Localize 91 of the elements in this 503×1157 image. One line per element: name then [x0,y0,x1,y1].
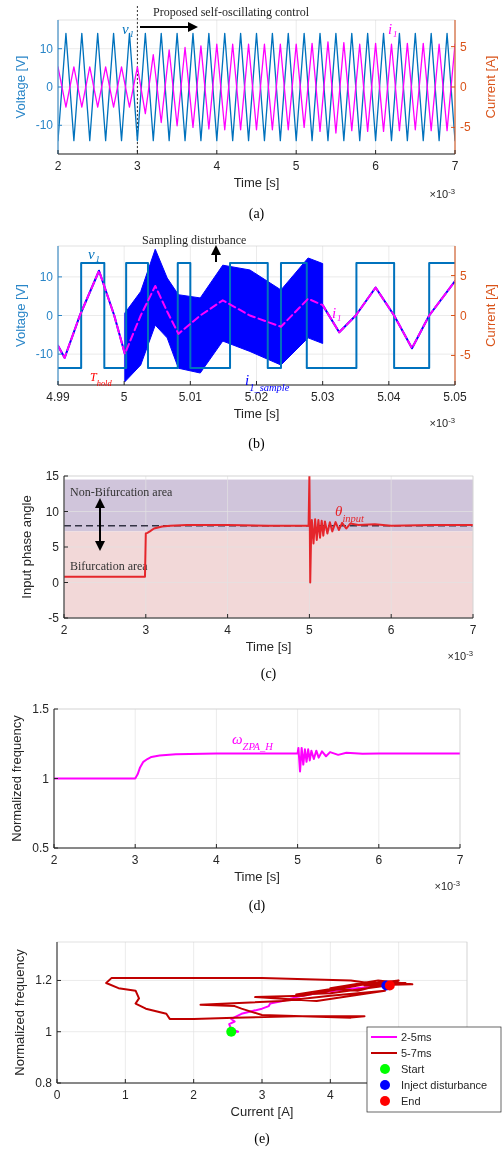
x-tick-label: 4 [213,159,221,173]
y-axis-title: Voltage [V] [13,55,28,119]
x-tick-label: 5.03 [310,390,335,404]
x-tick-label: 4 [326,1088,334,1102]
y-axis-title: Normalized frequency [9,714,24,842]
y2-tick-label: -5 [460,348,471,363]
series-label: v₁ [88,246,100,262]
y-tick-label: 10 [39,269,54,284]
x-tick-label: 4 [224,623,232,637]
y2-axis-title: Current [A] [483,55,498,119]
text: Proposed self-oscillating control [153,5,310,19]
x-axis-title: Time [s] [245,639,292,654]
x-tick-label: 5.02 [244,390,269,404]
x-tick-label: 2 [190,1088,198,1102]
series-label: θ$_{input}$ [335,503,366,524]
y-tick-label: 10 [39,41,54,56]
y-tick-label: -10 [35,347,54,362]
y2-tick-label: -5 [460,120,471,135]
text: (e) [254,1131,271,1147]
band-label: Non-Bifurcation area [70,484,173,499]
text: (c) [260,666,277,682]
x-tick-label: 2 [54,159,62,173]
text: ×10$^{-3}$ [429,415,455,429]
series-label: i₁ [388,21,398,37]
x-tick-label: 5 [306,623,314,637]
x-tick-label: 6 [375,853,383,867]
x-tick-label: 7 [456,853,464,867]
line-series [58,41,455,134]
x-tick-label: 2 [50,853,58,867]
x-tick-label: 5.01 [178,390,203,404]
x-tick-label: 7 [451,159,459,173]
y-tick-label: 10 [45,504,60,519]
y-tick-label: -5 [48,611,60,625]
x-tick-label: 3 [142,623,150,637]
y-axis-title: Normalized frequency [12,948,27,1076]
text: ×10$^{-3}$ [429,186,455,200]
y-axis-title: Input phase angle [19,495,34,599]
y2-tick-label: 0 [460,308,467,323]
text: ×10$^{-3}$ [434,878,460,892]
y-tick-label: 15 [45,469,60,483]
annotation: Sampling disturbance [142,233,247,247]
text: ×10$^{-3}$ [447,648,473,662]
text: (b) [248,436,265,452]
x-tick-label: 7 [469,623,477,637]
y-tick-label: 0 [52,575,60,590]
legend-label: Start [401,1063,425,1075]
x-tick-label: 3 [134,159,142,173]
y-tick-label: 0 [46,308,54,323]
x-axis-title: Current [A] [230,1104,294,1119]
y-tick-label: 0 [46,80,54,94]
series-label: v₁ [122,21,134,37]
x-tick-label: 5 [294,853,302,867]
text: i$_{1_sample}$ [245,372,290,393]
y-tick-label: 0.8 [35,1076,53,1090]
legend-label: Inject disturbance [401,1079,488,1091]
y-tick-label: 5 [52,540,60,554]
x-tick-label: 5 [120,390,128,404]
x-tick-label: 1 [121,1088,129,1102]
y2-tick-label: 0 [460,80,467,94]
line-series [105,976,414,1020]
x-tick-label: 2 [60,623,68,637]
x-tick-label: 3 [131,853,139,867]
y-tick-label: 0.5 [32,841,50,855]
x-tick-label: 3 [258,1088,266,1102]
legend-label: End [401,1095,421,1107]
x-tick-label: 5 [292,159,300,173]
x-tick-label: 4 [213,853,221,867]
series-label: ω$_{ZPA_H}$ [232,731,275,752]
y-tick-label: 1 [42,771,50,786]
x-tick-label: 4.99 [46,390,70,404]
x-tick-label: 6 [387,623,395,637]
x-tick-label: 6 [372,159,380,173]
y2-tick-label: 5 [460,39,467,54]
text: (d) [248,898,266,914]
y2-axis-title: Current [A] [483,284,498,347]
annotation: T$_{hold}$ [90,370,113,388]
x-tick-label: 5.04 [377,390,401,404]
x-axis-title: Time [s] [233,406,280,421]
x-axis-title: Time [s] [233,175,280,190]
x-tick-label: 5.05 [443,390,467,404]
series-label: i₁ [332,305,342,321]
legend-label: 5-7ms [401,1047,433,1059]
y-tick-label: 1.5 [32,702,50,716]
y-tick-label: 1.2 [35,973,53,988]
text: (a) [248,206,265,222]
y-tick-label: 1 [45,1024,53,1039]
y-tick-label: -10 [35,118,54,133]
y2-tick-label: 5 [460,268,467,283]
y-axis-title: Voltage [V] [13,284,28,347]
x-axis-title: Time [s] [234,869,280,884]
legend-label: 2-5ms [401,1031,433,1043]
